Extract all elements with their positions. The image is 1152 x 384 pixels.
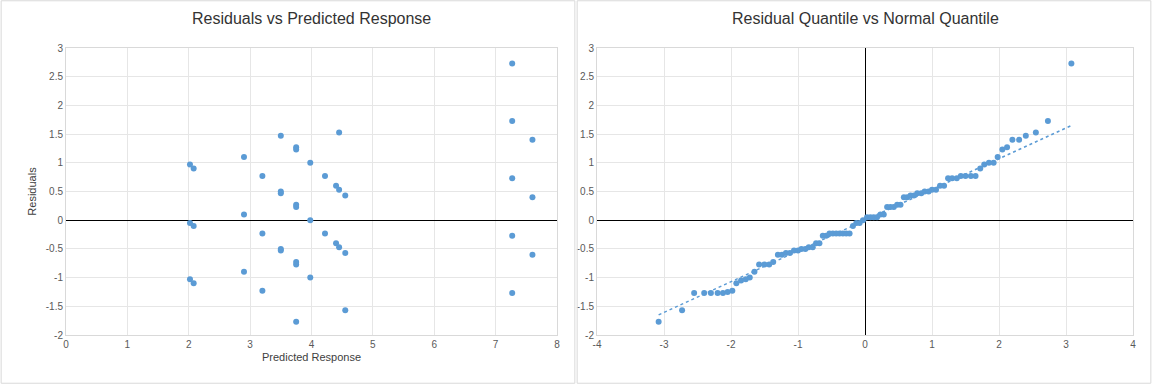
svg-text:0: 0 [588, 215, 594, 226]
svg-text:-0.5: -0.5 [46, 243, 64, 254]
svg-text:0.5: 0.5 [580, 186, 594, 197]
svg-text:1.5: 1.5 [580, 129, 594, 140]
svg-text:-4: -4 [593, 339, 602, 350]
svg-text:5: 5 [370, 339, 376, 350]
svg-text:0: 0 [63, 339, 69, 350]
svg-text:-1.5: -1.5 [46, 301, 64, 312]
svg-text:1: 1 [125, 339, 131, 350]
svg-text:-1: -1 [794, 339, 803, 350]
svg-text:6: 6 [431, 339, 437, 350]
svg-text:2.5: 2.5 [580, 71, 594, 82]
svg-text:1: 1 [588, 157, 594, 168]
svg-text:Predicted Response: Predicted Response [262, 351, 361, 363]
svg-text:-1: -1 [585, 272, 594, 283]
svg-text:-0.5: -0.5 [577, 243, 595, 254]
svg-text:3: 3 [57, 43, 63, 54]
svg-text:1: 1 [929, 339, 935, 350]
svg-text:0.5: 0.5 [49, 186, 63, 197]
svg-text:2: 2 [186, 339, 192, 350]
svg-text:0: 0 [57, 215, 63, 226]
svg-text:2.5: 2.5 [49, 71, 63, 82]
svg-text:-1: -1 [54, 272, 63, 283]
svg-text:2: 2 [996, 339, 1002, 350]
svg-text:-2: -2 [727, 339, 736, 350]
svg-text:2: 2 [588, 100, 594, 111]
svg-text:Residual Quantile vs Normal Qu: Residual Quantile vs Normal Quantile [732, 10, 999, 27]
svg-text:3: 3 [247, 339, 253, 350]
svg-text:2: 2 [57, 100, 63, 111]
svg-text:3: 3 [1063, 339, 1069, 350]
svg-text:3: 3 [588, 43, 594, 54]
svg-text:1: 1 [57, 157, 63, 168]
svg-text:1.5: 1.5 [49, 129, 63, 140]
svg-text:7: 7 [493, 339, 499, 350]
svg-text:0: 0 [862, 339, 868, 350]
svg-text:4: 4 [1130, 339, 1136, 350]
svg-text:-1.5: -1.5 [577, 301, 595, 312]
svg-text:-2: -2 [54, 330, 63, 341]
svg-text:8: 8 [554, 339, 560, 350]
svg-text:4: 4 [309, 339, 315, 350]
svg-text:Residuals: Residuals [26, 167, 38, 216]
svg-text:-3: -3 [660, 339, 669, 350]
svg-text:Residuals vs Predicted Respons: Residuals vs Predicted Response [192, 10, 431, 27]
svg-text:-2: -2 [585, 330, 594, 341]
